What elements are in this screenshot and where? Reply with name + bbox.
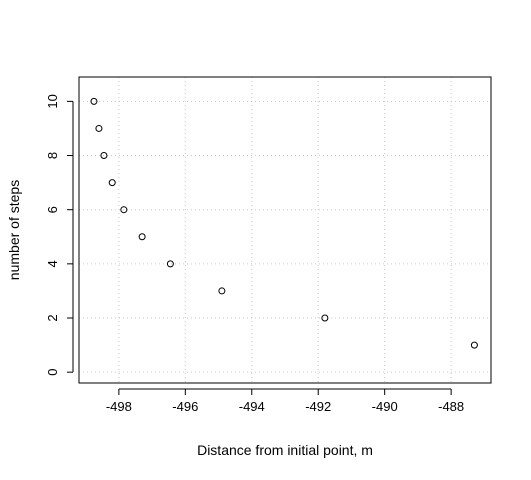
x-axis-title: Distance from initial point, m	[197, 442, 373, 458]
data-point	[108, 179, 116, 187]
y-axis-title: number of steps	[6, 180, 22, 280]
x-axis: -498 -496 -494 -492 -490 -488	[106, 388, 464, 414]
y-tick-label: 6	[45, 206, 60, 213]
plot-frame	[78, 76, 492, 384]
data-point	[95, 124, 103, 132]
y-tick-label: 0	[45, 369, 60, 376]
data-points	[90, 97, 478, 349]
data-point	[470, 341, 478, 349]
grid	[79, 77, 491, 383]
x-tick-label: -498	[106, 399, 132, 414]
x-tick-label: -496	[172, 399, 198, 414]
data-point	[90, 97, 98, 105]
data-point	[166, 260, 174, 268]
y-axis: 0 2 4 6 8 10	[45, 94, 74, 376]
x-tick-label: -488	[438, 399, 464, 414]
data-point	[100, 152, 108, 160]
y-tick-label: 10	[45, 94, 60, 108]
y-tick-label: 8	[45, 152, 60, 159]
x-tick-label: -494	[239, 399, 265, 414]
data-point	[321, 314, 329, 322]
y-tick-label: 2	[45, 314, 60, 321]
data-point	[218, 287, 226, 295]
y-tick-label: 4	[45, 260, 60, 267]
x-tick-label: -492	[305, 399, 331, 414]
data-point	[138, 233, 146, 241]
data-point	[120, 206, 128, 214]
x-tick-label: -490	[372, 399, 398, 414]
